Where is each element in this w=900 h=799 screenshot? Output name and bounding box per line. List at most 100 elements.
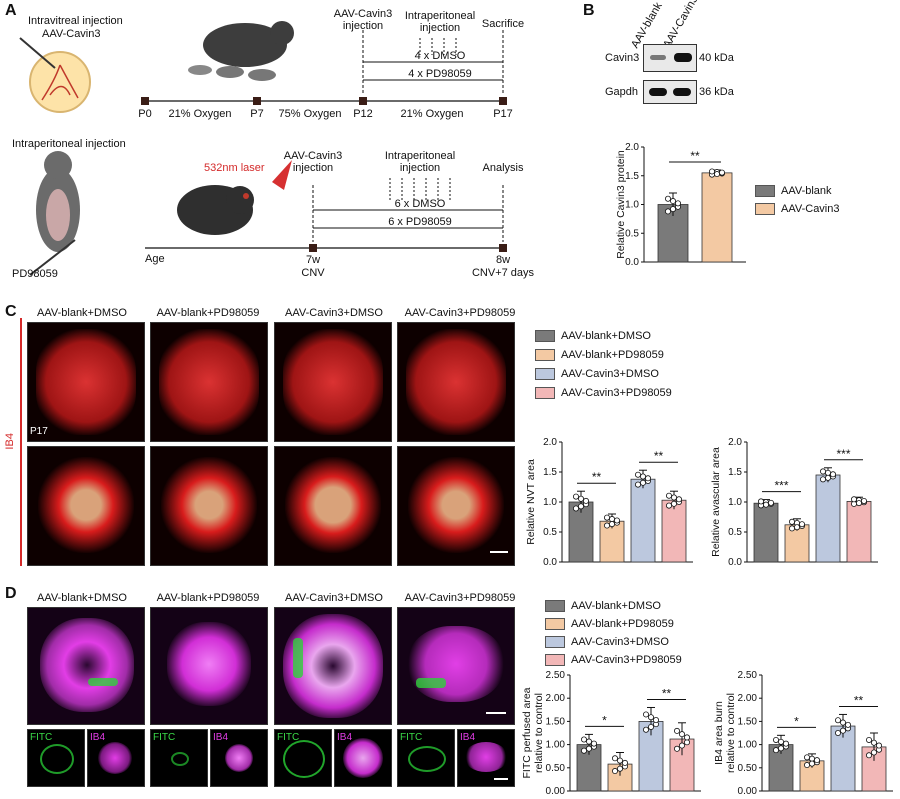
t1-pd: 4 x PD98059	[408, 68, 472, 80]
small-ib4-3: IB4	[334, 729, 392, 787]
y-tick-label: 0.0	[728, 557, 742, 568]
small-ib4-1: IB4	[87, 729, 145, 787]
data-point	[865, 736, 872, 743]
retina-whole-1	[27, 446, 145, 566]
y-tick-label: 0.00	[738, 786, 758, 797]
mouse-laser-icon	[177, 160, 292, 235]
chart-nvt: 0.0 0.5 1.0 1.5 2.0 Relative NVT area ** **	[525, 437, 693, 568]
data-point	[820, 468, 827, 475]
y-tick-label: 2.0	[625, 142, 639, 153]
t2-dmso: 6 x DMSO	[394, 198, 446, 210]
legend-b-blank: AAV-blank	[755, 185, 832, 198]
data-point	[578, 503, 585, 510]
data-point	[612, 755, 619, 762]
data-point	[591, 740, 598, 747]
legend-c-2: AAV-blank+PD98059	[535, 349, 664, 362]
data-point	[763, 501, 770, 508]
data-point	[839, 727, 846, 734]
band-cavin3-kda: 40 kDa	[699, 52, 734, 64]
band-cavin3-label: Cavin3	[605, 52, 640, 64]
data-point	[635, 481, 642, 488]
bar	[630, 478, 656, 563]
y-tick-label: 2.50	[546, 670, 566, 681]
t2-analysis: Analysis	[482, 162, 524, 174]
data-point	[617, 765, 624, 772]
y-tick-label: 2.0	[728, 437, 742, 448]
data-point	[665, 195, 672, 202]
legend-c-3: AAV-Cavin3+DMSO	[535, 368, 659, 381]
y-tick-label: 2.50	[738, 670, 758, 681]
y-tick-label: 1.0	[728, 497, 742, 508]
y-axis-label-2: relative to control	[725, 693, 737, 773]
y-tick-label: 0.00	[546, 786, 566, 797]
ip-injection-label: Intraperitoneal injection	[12, 138, 126, 150]
y-tick-label: 1.5	[625, 171, 639, 182]
bar	[701, 172, 733, 263]
data-point	[609, 521, 616, 528]
d-col-2: AAV-blank+PD98059	[156, 592, 260, 604]
data-point	[778, 738, 785, 745]
data-point	[855, 500, 862, 507]
data-point	[640, 479, 647, 486]
data-point	[622, 759, 629, 766]
data-point	[652, 717, 659, 724]
legend-c-4: AAV-Cavin3+PD98059	[535, 387, 672, 400]
data-point	[789, 518, 796, 525]
bar	[846, 501, 872, 563]
panel-a-diagram	[19, 21, 507, 276]
data-point	[799, 521, 806, 528]
chart-avascular: 0.0 0.5 1.0 1.5 2.0 Relative avascular area **…	[710, 437, 878, 568]
data-point	[830, 471, 837, 478]
significance-label: ***	[836, 447, 850, 461]
significance-label: **	[662, 686, 672, 700]
data-point	[643, 711, 650, 718]
data-point	[768, 499, 775, 506]
data-point	[773, 747, 780, 754]
legend-d-3: AAV-Cavin3+DMSO	[545, 636, 669, 649]
c-col-2: AAV-blank+PD98059	[156, 307, 260, 319]
y-tick-label: 1.50	[738, 716, 758, 727]
t2-ip-label: Intraperitoneal	[384, 150, 456, 162]
intravitreal-label: Intravitreal injection	[28, 15, 123, 27]
bar	[753, 502, 779, 563]
data-point	[825, 474, 832, 481]
t1-ip-label: Intraperitoneal	[404, 10, 476, 22]
data-point	[581, 747, 588, 754]
data-point	[675, 496, 682, 503]
data-point	[683, 734, 690, 741]
data-point	[586, 745, 593, 752]
y-tick-label: 1.00	[546, 740, 566, 751]
t1-p0: P0	[138, 108, 152, 120]
t1-dmso: 4 x DMSO	[414, 50, 466, 62]
bar	[784, 524, 810, 563]
t1-ip-label2: injection	[419, 22, 461, 34]
t2-8w: 8w	[495, 254, 511, 266]
y-tick-label: 0.0	[625, 257, 639, 268]
data-point	[778, 745, 785, 752]
t1-oxygen-1: 21% Oxygen	[168, 108, 232, 120]
data-point	[804, 754, 811, 761]
data-point	[617, 757, 624, 764]
data-point	[578, 495, 585, 502]
y-tick-label: 0.5	[625, 228, 639, 239]
y-tick-label: 2.0	[543, 437, 557, 448]
band-gapdh-label: Gapdh	[605, 86, 639, 98]
y-axis-label: Relative Cavin3 protein	[615, 150, 627, 259]
data-point	[683, 739, 690, 746]
significance-label: *	[794, 714, 799, 728]
data-point	[583, 497, 590, 504]
y-tick-label: 2.00	[546, 693, 566, 704]
data-point	[647, 723, 654, 730]
bar	[661, 499, 687, 563]
panel-b-letter: B	[583, 2, 595, 19]
data-point	[870, 739, 877, 746]
data-point	[647, 714, 654, 721]
data-point	[835, 717, 842, 724]
ib4-side-label: IB4	[3, 433, 16, 450]
panel-d-letter: D	[5, 585, 17, 602]
t2-7w: 7w	[305, 254, 321, 266]
bar	[815, 474, 841, 563]
data-point	[670, 206, 677, 213]
y-tick-label: 0.0	[543, 557, 557, 568]
data-point	[789, 525, 796, 532]
